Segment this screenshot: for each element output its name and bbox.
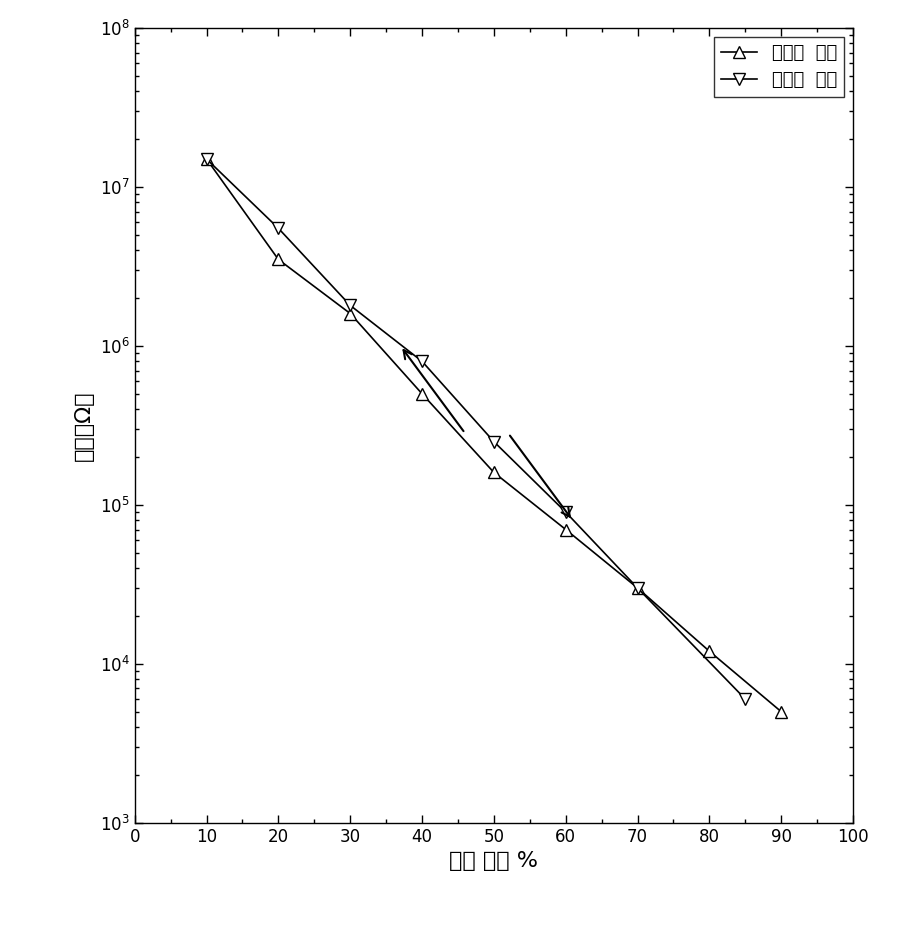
- 低湿到  高湿: [560, 507, 571, 518]
- Legend: 高湿到  低湿, 低湿到  高湿: 高湿到 低湿, 低湿到 高湿: [714, 37, 844, 96]
- 低湿到  高湿: [273, 223, 284, 234]
- 高湿到  低湿: [776, 706, 787, 717]
- 高湿到  低湿: [345, 308, 356, 319]
- Y-axis label: 电阻（Ω）: 电阻（Ω）: [75, 390, 94, 461]
- 高湿到  低湿: [201, 153, 212, 165]
- 高湿到  低湿: [560, 524, 571, 535]
- 高湿到  低湿: [417, 388, 427, 399]
- 高湿到  低湿: [704, 646, 715, 657]
- 高湿到  低湿: [489, 467, 499, 478]
- 高湿到  低湿: [273, 254, 284, 266]
- 高湿到  低湿: [632, 583, 643, 594]
- 低湿到  高湿: [417, 355, 427, 367]
- Line: 高湿到  低湿: 高湿到 低湿: [201, 153, 787, 717]
- 低湿到  高湿: [632, 583, 643, 594]
- 低湿到  高湿: [740, 694, 751, 705]
- 低湿到  高湿: [489, 436, 499, 447]
- X-axis label: 相对 湿度 %: 相对 湿度 %: [449, 851, 539, 871]
- Line: 低湿到  高湿: 低湿到 高湿: [201, 153, 751, 705]
- 低湿到  高湿: [201, 153, 212, 165]
- 低湿到  高湿: [345, 300, 356, 311]
